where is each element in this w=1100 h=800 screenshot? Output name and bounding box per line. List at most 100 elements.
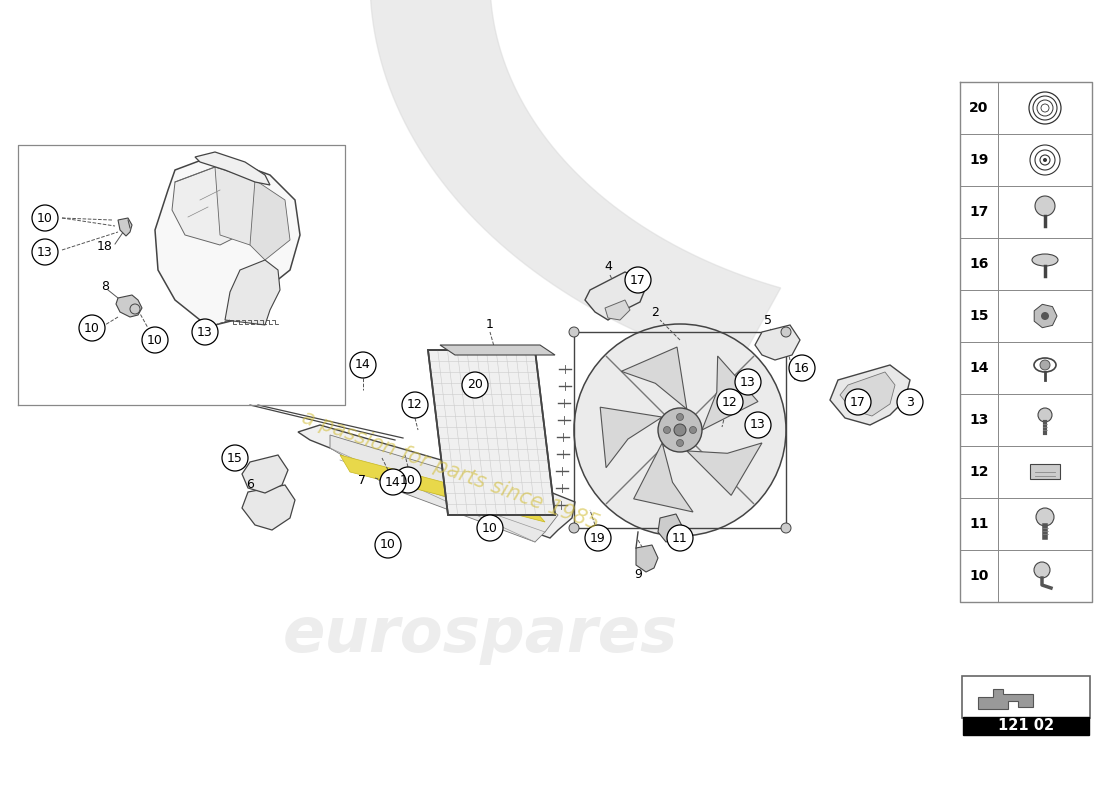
Polygon shape <box>370 0 781 368</box>
Text: 10: 10 <box>400 474 416 486</box>
Text: 16: 16 <box>794 362 810 374</box>
Text: 19: 19 <box>590 531 606 545</box>
Circle shape <box>222 445 248 471</box>
Text: 14: 14 <box>969 361 989 375</box>
Text: 6: 6 <box>246 478 254 490</box>
Text: 16: 16 <box>969 257 989 271</box>
Circle shape <box>1040 360 1050 370</box>
Text: 13: 13 <box>750 418 766 431</box>
Polygon shape <box>116 295 142 317</box>
Text: 17: 17 <box>630 274 646 286</box>
Text: 18: 18 <box>97 241 113 254</box>
Text: 14: 14 <box>355 358 371 371</box>
Circle shape <box>79 315 104 341</box>
Text: 8: 8 <box>101 281 109 294</box>
Polygon shape <box>686 443 762 495</box>
Polygon shape <box>755 325 800 360</box>
Circle shape <box>1038 408 1052 422</box>
Text: 11: 11 <box>969 517 989 531</box>
Polygon shape <box>172 167 260 245</box>
Text: 4: 4 <box>604 261 612 274</box>
Circle shape <box>585 525 611 551</box>
Circle shape <box>745 412 771 438</box>
Circle shape <box>690 426 696 434</box>
Text: 10: 10 <box>84 322 100 334</box>
Text: 2: 2 <box>651 306 659 319</box>
Circle shape <box>395 467 421 493</box>
Text: 12: 12 <box>407 398 422 411</box>
Text: 7: 7 <box>358 474 366 486</box>
Polygon shape <box>1034 304 1057 328</box>
Polygon shape <box>440 345 556 355</box>
Circle shape <box>402 392 428 418</box>
Text: 10: 10 <box>147 334 163 346</box>
Circle shape <box>1035 196 1055 216</box>
Polygon shape <box>840 372 895 416</box>
Polygon shape <box>155 155 300 325</box>
Polygon shape <box>658 514 682 542</box>
Polygon shape <box>830 365 910 425</box>
Polygon shape <box>702 356 758 430</box>
Polygon shape <box>428 350 556 515</box>
Text: 13: 13 <box>740 375 756 389</box>
Circle shape <box>717 389 743 415</box>
Circle shape <box>569 523 579 533</box>
Ellipse shape <box>1032 254 1058 266</box>
Circle shape <box>667 525 693 551</box>
Bar <box>962 717 1089 735</box>
Circle shape <box>658 408 702 452</box>
Text: 9: 9 <box>634 569 642 582</box>
Text: 10: 10 <box>381 538 396 551</box>
Text: 10: 10 <box>482 522 498 534</box>
Polygon shape <box>621 347 686 409</box>
Polygon shape <box>195 152 270 185</box>
Circle shape <box>663 426 671 434</box>
Circle shape <box>676 439 683 446</box>
Text: 20: 20 <box>468 378 483 391</box>
Circle shape <box>789 355 815 381</box>
Polygon shape <box>978 689 1033 709</box>
Circle shape <box>462 372 488 398</box>
Text: 14: 14 <box>385 475 400 489</box>
Circle shape <box>1041 312 1049 320</box>
Polygon shape <box>250 180 290 260</box>
Polygon shape <box>585 272 648 320</box>
Circle shape <box>1036 508 1054 526</box>
Polygon shape <box>214 167 265 245</box>
Circle shape <box>625 267 651 293</box>
Text: 10: 10 <box>969 569 989 583</box>
Circle shape <box>32 205 58 231</box>
Polygon shape <box>340 455 544 522</box>
Polygon shape <box>634 443 693 512</box>
Polygon shape <box>226 260 280 325</box>
Text: 20: 20 <box>969 101 989 115</box>
Text: 12: 12 <box>722 395 738 409</box>
Polygon shape <box>242 485 295 530</box>
Text: 3: 3 <box>906 395 914 409</box>
Circle shape <box>569 327 579 337</box>
Circle shape <box>350 352 376 378</box>
Text: 17: 17 <box>969 205 989 219</box>
Polygon shape <box>601 407 662 468</box>
Circle shape <box>1043 158 1047 162</box>
Circle shape <box>674 424 686 436</box>
Circle shape <box>192 319 218 345</box>
Polygon shape <box>605 300 630 320</box>
Circle shape <box>781 523 791 533</box>
Polygon shape <box>242 455 288 493</box>
Circle shape <box>735 369 761 395</box>
Text: 15: 15 <box>227 451 243 465</box>
Circle shape <box>845 389 871 415</box>
Circle shape <box>1034 562 1050 578</box>
Text: 13: 13 <box>197 326 213 338</box>
Text: 19: 19 <box>969 153 989 167</box>
Circle shape <box>574 324 786 536</box>
Polygon shape <box>636 545 658 572</box>
Circle shape <box>477 515 503 541</box>
Text: 11: 11 <box>672 531 688 545</box>
Circle shape <box>32 239 58 265</box>
Text: 10: 10 <box>37 211 53 225</box>
Text: 12: 12 <box>969 465 989 479</box>
Circle shape <box>375 532 402 558</box>
Text: 13: 13 <box>969 413 989 427</box>
